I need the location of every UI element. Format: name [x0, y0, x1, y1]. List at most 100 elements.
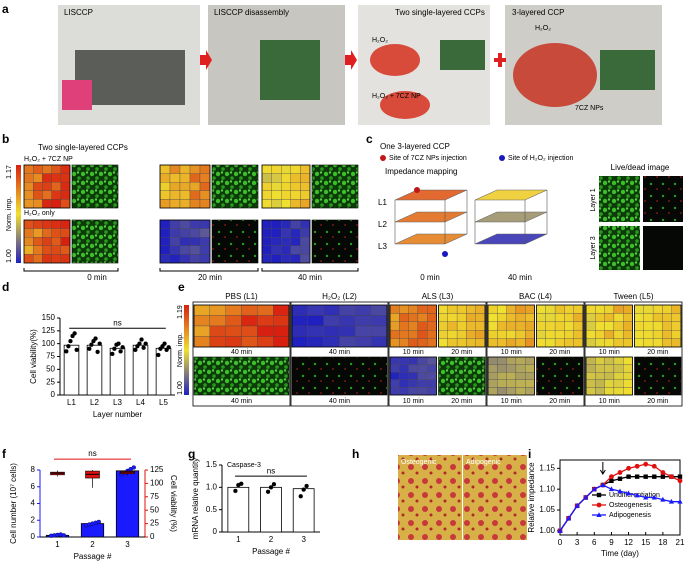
- heat-cell: [241, 304, 258, 316]
- heat-cell: [179, 164, 191, 174]
- heat-cell: [261, 164, 272, 174]
- heat-cell: [281, 254, 291, 264]
- y-axis-label: Cell viability(%): [29, 329, 38, 384]
- row-label: Layer 1: [590, 188, 597, 211]
- heat-cell: [23, 164, 34, 174]
- heat-cell: [179, 173, 191, 183]
- heat-cell: [417, 321, 428, 331]
- panel-label: c: [366, 132, 373, 146]
- chart-title: Caspase-3: [227, 462, 261, 469]
- y-tick-label: 8: [31, 465, 36, 474]
- layer-plane: [394, 211, 468, 223]
- heat-cell: [261, 245, 272, 255]
- legend-dot: [499, 155, 505, 161]
- heat-cell: [427, 356, 437, 365]
- heat-cell: [536, 330, 546, 339]
- legend-dot: [380, 155, 386, 161]
- heat-cell: [525, 372, 535, 380]
- y-tick-label: 0: [31, 532, 36, 541]
- heat-cell: [497, 364, 507, 373]
- data-point: [72, 331, 77, 336]
- annotation: H₂O₂: [372, 37, 388, 44]
- colorbar-label: Norm. imp.: [177, 333, 184, 367]
- heat-cell: [271, 164, 282, 174]
- heat-cell: [241, 336, 258, 348]
- data-point: [131, 465, 136, 470]
- heat-cell: [595, 321, 605, 331]
- data-point: [120, 345, 125, 350]
- heat-cell: [42, 237, 52, 246]
- heat-cell: [564, 313, 574, 322]
- data-point: [112, 346, 117, 351]
- data-point: [66, 344, 71, 349]
- panel-label: i: [528, 447, 531, 461]
- heat-cell: [623, 356, 633, 365]
- y-tick-label: 0: [51, 390, 56, 399]
- heat-cell: [671, 321, 682, 331]
- heat-cell: [613, 387, 624, 396]
- heat-cell: [300, 237, 311, 246]
- heat-cell: [515, 330, 526, 339]
- heat-cell: [159, 173, 171, 183]
- image: [311, 219, 359, 264]
- data-point: [271, 482, 277, 487]
- photo-title: 3-layered CCP: [512, 8, 564, 17]
- layer-plane: [474, 233, 548, 245]
- marker: [677, 474, 683, 479]
- row-label: Layer 3: [590, 236, 597, 259]
- image: [438, 356, 486, 396]
- x-tick-label: 21: [676, 538, 685, 547]
- heat-cell: [585, 364, 596, 373]
- heat-frame: [487, 356, 535, 396]
- heat-cell: [585, 338, 596, 348]
- heat-cell: [399, 379, 409, 388]
- heat-cell: [417, 356, 428, 365]
- heat-cell: [475, 313, 486, 322]
- image: [211, 164, 259, 209]
- heat-cell: [33, 237, 43, 246]
- heat-cell: [300, 164, 311, 174]
- heat-cell: [371, 315, 388, 327]
- data-point: [166, 345, 171, 350]
- heat-cell: [595, 379, 605, 388]
- heat-cell: [169, 219, 181, 229]
- heat-frame: [159, 219, 211, 264]
- heat-frame: [23, 219, 71, 264]
- plus: [494, 53, 506, 67]
- x-tick-label: 0: [558, 538, 563, 547]
- y-tick-label: 1.5: [206, 460, 218, 469]
- heat-cell: [515, 313, 526, 322]
- photo-title: LISCCP disassembly: [214, 8, 289, 17]
- colorbar-max: 1.17: [6, 165, 13, 179]
- significance-label: ns: [113, 318, 121, 327]
- heat-cell: [33, 190, 43, 200]
- heat-frame: [159, 164, 211, 209]
- x-tick-label: 3: [575, 538, 580, 547]
- heat-cell: [652, 313, 663, 322]
- heat-cell: [290, 245, 301, 255]
- data-point: [162, 341, 167, 346]
- heat-cell: [438, 304, 448, 314]
- panel-label: h: [352, 447, 359, 461]
- group-frame: [584, 301, 683, 407]
- y-tick-label: 1.05: [539, 505, 555, 514]
- heat-cell: [634, 313, 644, 322]
- heat-cell: [466, 338, 476, 348]
- heat-cell: [438, 321, 448, 331]
- time-label: 10 min: [403, 398, 424, 405]
- heat-cell: [169, 245, 181, 255]
- heat-cell: [389, 387, 400, 396]
- marker: [626, 465, 631, 471]
- heat-cell: [595, 387, 605, 396]
- heat-cell: [506, 321, 517, 331]
- heat-cell: [634, 330, 644, 339]
- heat-frame: [261, 164, 311, 209]
- heat-cell: [290, 164, 301, 174]
- heat-cell: [307, 336, 324, 348]
- injection-site: [442, 251, 448, 257]
- data-point: [68, 338, 73, 344]
- time-label: 40 min: [298, 273, 322, 282]
- heat-cell: [307, 325, 324, 337]
- heat-cell: [613, 313, 624, 322]
- heat-cell: [515, 304, 526, 314]
